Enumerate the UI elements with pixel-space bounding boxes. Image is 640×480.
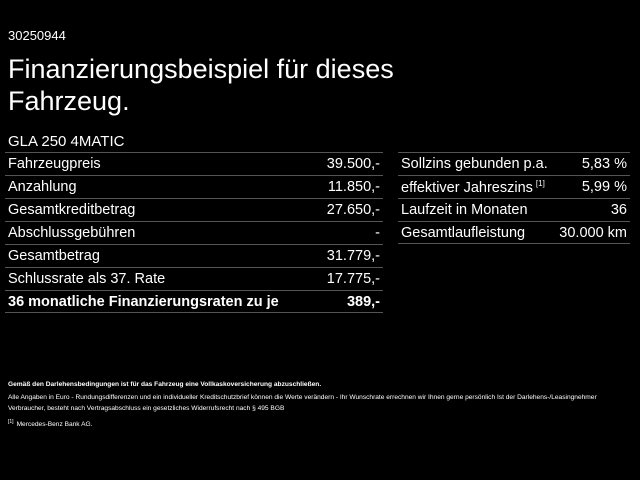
- row-label: Laufzeit in Monaten: [401, 202, 528, 218]
- row-value: 5,99 %: [581, 179, 627, 195]
- reference-number: 30250944: [8, 28, 66, 43]
- row-label: 36 monatliche Finanzierungsraten zu je: [8, 293, 279, 310]
- row-label: Gesamtbetrag: [8, 248, 100, 264]
- row-value: 389,-: [346, 293, 380, 310]
- row-label: Sollzins gebunden p.a.: [401, 156, 548, 172]
- row-label: Gesamtkreditbetrag: [8, 202, 136, 218]
- row-label: Anzahlung: [8, 179, 77, 195]
- row-label: Fahrzeugpreis: [8, 156, 101, 172]
- terms-table: Sollzins gebunden p.a. 5,83 % effektiver…: [398, 152, 630, 244]
- table-row: Schlussrate als 37. Rate 17.775,-: [5, 267, 383, 290]
- table-row: Anzahlung 11.850,-: [5, 175, 383, 198]
- row-label: effektiver Jahreszins: [401, 179, 533, 196]
- row-value: 31.779,-: [326, 248, 380, 264]
- monthly-rate-row: 36 monatliche Finanzierungsraten zu je 3…: [5, 290, 383, 313]
- vehicle-model: GLA 250 4MATIC: [8, 133, 125, 150]
- table-row: Laufzeit in Monaten 36: [398, 198, 630, 221]
- table-row: Abschlussgebühren -: [5, 221, 383, 244]
- table-row: Gesamtbetrag 31.779,-: [5, 244, 383, 267]
- row-label: Gesamtlaufleistung: [401, 224, 526, 241]
- row-value: 36: [610, 202, 627, 218]
- row-label: Schlussrate als 37. Rate: [8, 271, 166, 287]
- row-value: 17.775,-: [326, 271, 380, 287]
- table-row: Sollzins gebunden p.a. 5,83 %: [398, 152, 630, 175]
- row-value: 30.000 km: [559, 224, 627, 241]
- page-title: Finanzierungsbeispiel für dieses Fahrzeu…: [8, 54, 394, 116]
- row-label: Abschlussgebühren: [8, 225, 136, 241]
- footnote-marker: [1]: [535, 178, 545, 188]
- footnote-text: Mercedes-Benz Bank AG.: [16, 421, 93, 429]
- row-value: 39.500,-: [326, 156, 380, 172]
- disclaimer-text: Alle Angaben in Euro - Rundungsdifferenz…: [8, 394, 597, 412]
- row-value: 11.850,-: [327, 179, 380, 195]
- row-value: 5,83 %: [581, 156, 627, 172]
- table-row: Gesamtkreditbetrag 27.650,-: [5, 198, 383, 221]
- footnote-marker: [1]: [8, 419, 14, 425]
- row-value: 27.650,-: [326, 202, 380, 218]
- table-row: Gesamtlaufleistung 30.000 km: [398, 221, 630, 244]
- footnote: [1] Mercedes-Benz Bank AG.: [8, 417, 623, 430]
- insurance-note: Gemäß den Darlehensbedingungen ist für d…: [8, 381, 322, 388]
- row-value: -: [375, 225, 380, 241]
- table-row: Fahrzeugpreis 39.500,-: [5, 152, 383, 175]
- table-row: effektiver Jahreszins [1] 5,99 %: [398, 175, 630, 198]
- row-label-group: effektiver Jahreszins [1]: [401, 179, 545, 196]
- financing-table: Fahrzeugpreis 39.500,- Anzahlung 11.850,…: [5, 152, 383, 313]
